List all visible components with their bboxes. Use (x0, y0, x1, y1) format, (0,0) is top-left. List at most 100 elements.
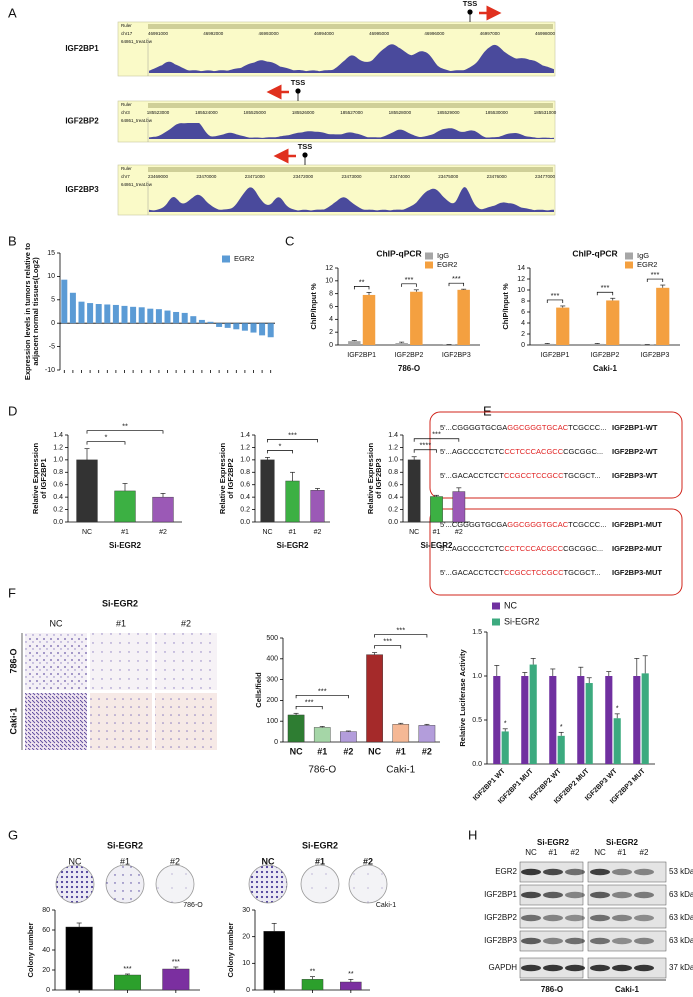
y-tick-label: 0.2 (388, 506, 398, 513)
y-tick-label: 1.2 (53, 444, 63, 451)
significance: *** (396, 626, 405, 635)
sequence-name: IGF2BP2-MUT (612, 544, 662, 553)
plate-cell-line: 786-O (183, 902, 203, 909)
position-label: 23477000 (535, 174, 556, 179)
significance: * (616, 706, 619, 713)
significance-bracket (86, 441, 126, 445)
band (590, 868, 610, 876)
position-label: 185526000 (292, 110, 315, 115)
image-row: 786-O (8, 648, 18, 673)
y-tick-label: 8 (329, 291, 333, 298)
y-tick-label: 0.0 (388, 519, 398, 526)
protein-label: IGF2BP3 (484, 936, 517, 945)
plate-label: #2 (170, 856, 180, 866)
panel-label: C (285, 233, 294, 248)
bar (348, 341, 361, 345)
ruler-bar (148, 167, 553, 172)
blot-strip (587, 930, 667, 952)
y-tick-label: 0.2 (240, 506, 250, 513)
significance-bracket (401, 283, 417, 287)
significance-bracket (267, 439, 318, 443)
y-tick-label: 1.0 (472, 673, 482, 680)
blot-group-title: Si-EGR2 (537, 838, 570, 847)
sequence-suffix: CGCGGC... (563, 544, 603, 553)
position-label: 23471000 (245, 174, 266, 179)
sequence: 5'...CGGGGTGCGAGGCGGGTGCACTCGCCC... (440, 423, 606, 432)
group-label: 786-O (308, 765, 336, 776)
tss-label: TSS (463, 0, 478, 8)
plate-label: #1 (120, 856, 130, 866)
bar (95, 304, 102, 324)
x-tick-label: IGF2BP2 (395, 352, 424, 359)
plate (105, 864, 145, 904)
sequence-prefix: 5'...AGCCCCTCTC (440, 544, 505, 553)
sequence-name: IGF2BP1-MUT (612, 520, 662, 529)
position-label: 185531000 (534, 110, 557, 115)
sequence-name: IGF2BP2-WT (612, 447, 658, 456)
bar (207, 321, 214, 324)
bar (216, 323, 223, 327)
bar (173, 311, 180, 324)
band (521, 891, 541, 899)
protein-label: IGF2BP1 (484, 890, 517, 899)
bar (233, 323, 240, 330)
x-tick-label: #1 (433, 529, 441, 536)
band (612, 914, 632, 922)
x-tick-label: IGF2BP3 (442, 352, 471, 359)
lane-label: #2 (571, 848, 580, 857)
micrograph (155, 693, 217, 750)
blot-cell-line: Caki-1 (615, 985, 640, 994)
x-tick-label: #2 (455, 529, 463, 536)
bar (263, 931, 285, 991)
y-tick-label: 200 (266, 697, 278, 704)
x-tick-label: NC (82, 529, 92, 536)
bar (181, 312, 188, 324)
band (543, 964, 563, 972)
bar (557, 735, 565, 764)
bar (452, 491, 466, 523)
sequence-name: IGF2BP3-WT (612, 471, 658, 480)
tss-head (295, 88, 301, 94)
y-tick-label: 0.8 (240, 469, 250, 476)
plate-label: #1 (315, 856, 325, 866)
bar (190, 316, 197, 324)
legend-label: Si-EGR2 (504, 616, 540, 626)
sequence-suffix: TCGCCC... (568, 520, 606, 529)
y-tick-label: 1.5 (472, 629, 482, 636)
x-tick-label: #2 (314, 529, 322, 536)
lane-label: #1 (618, 848, 627, 857)
y-tick-label: 0 (274, 739, 278, 746)
legend-swatch (625, 252, 633, 260)
legend-swatch (425, 252, 433, 260)
gene-label: IGF2BP2 (65, 117, 99, 126)
ruler-bar (148, 103, 553, 108)
bar (287, 714, 305, 743)
bar (198, 319, 205, 324)
significance: * (279, 441, 282, 450)
band (590, 937, 610, 945)
y-tick-label: 0.6 (240, 482, 250, 489)
bar (162, 968, 190, 991)
x-tick-label: IGF2BP1 (541, 352, 570, 359)
bar (164, 310, 171, 324)
band (543, 868, 563, 876)
y-axis-label: ChIP/Input % (309, 283, 318, 330)
x-tick-label: #2 (159, 529, 167, 536)
band (634, 964, 654, 972)
position-label: 23473000 (341, 174, 362, 179)
significance: ** (359, 277, 365, 286)
y-tick-label: 30 (242, 907, 250, 914)
protein-label: EGR2 (495, 867, 517, 876)
significance-bracket (596, 291, 614, 296)
bar (362, 294, 376, 345)
band (565, 891, 585, 899)
position-label: 23474000 (390, 174, 411, 179)
panel-label: F (8, 585, 16, 600)
bar (241, 323, 248, 331)
bar (457, 289, 470, 345)
position-label: 185529000 (437, 110, 460, 115)
chrom-label: chr17 (121, 31, 133, 36)
bar (78, 301, 85, 324)
sequence: 5'...CGGGGTGCGAGGCGGGTGCACTCGCCC... (440, 520, 606, 529)
bar (656, 287, 670, 345)
